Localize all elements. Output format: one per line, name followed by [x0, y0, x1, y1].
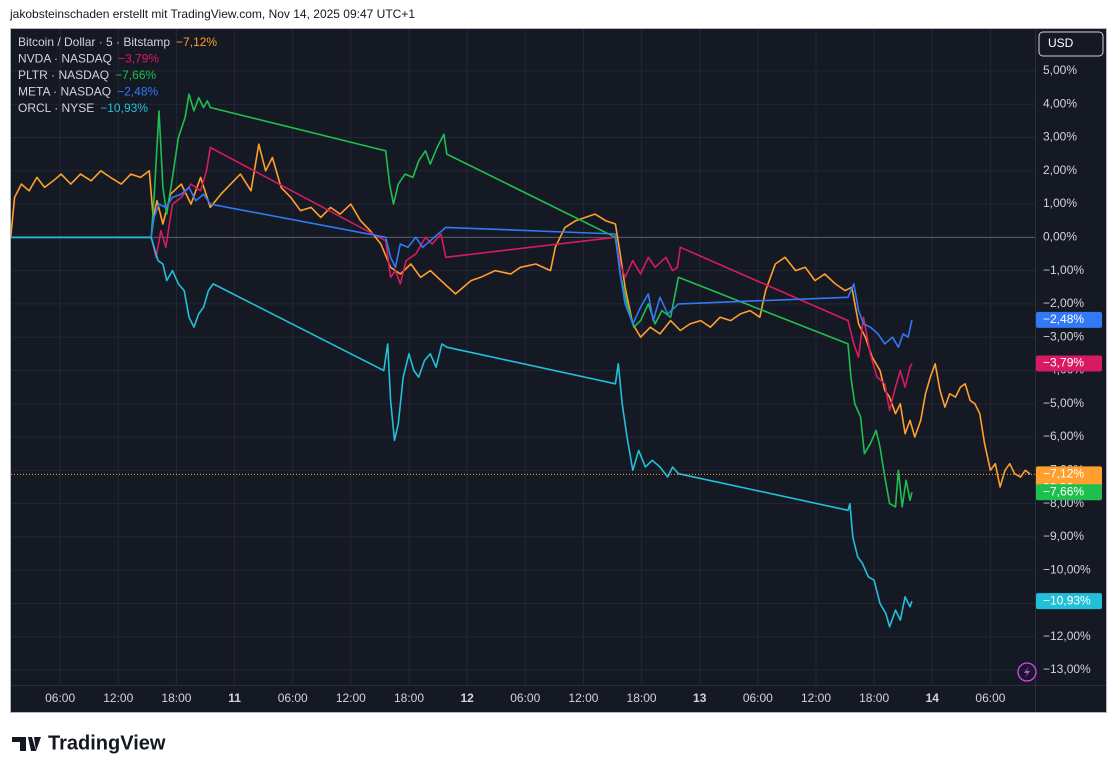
y-tick-label: 4,00% [1043, 96, 1077, 110]
x-tick-label: 12:00 [103, 691, 133, 705]
x-tick-label: 06:00 [45, 691, 75, 705]
y-tick-label: −6,00% [1043, 429, 1084, 443]
last-value-box [1036, 355, 1102, 372]
x-tick-label: 18:00 [394, 691, 424, 705]
currency-label[interactable]: USD [1048, 36, 1074, 50]
y-tick-label: −9,00% [1043, 529, 1084, 543]
x-tick-label: 06:00 [510, 691, 540, 705]
last-value-label: −3,79% [1043, 356, 1084, 370]
x-tick-label: 18:00 [859, 691, 889, 705]
legend-name: NVDA · NASDAQ [18, 52, 112, 66]
last-value-box [1036, 311, 1102, 328]
legend-name: META · NASDAQ [18, 85, 111, 99]
x-tick-label: 06:00 [278, 691, 308, 705]
legend-entry: META · NASDAQ −2,48% [18, 85, 158, 99]
legend-entry: NVDA · NASDAQ −3,79% [18, 52, 159, 66]
series-line [11, 236, 913, 628]
legend-entry: PLTR · NASDAQ −7,66% [18, 68, 156, 82]
legend-value: −7,12% [176, 35, 217, 49]
last-value-box [1036, 484, 1102, 501]
x-tick-label: 12:00 [801, 691, 831, 705]
y-tick-label: 1,00% [1043, 196, 1077, 210]
legend-value: −2,48% [117, 85, 158, 99]
lightning-glyph [1024, 666, 1030, 678]
last-value-label: −7,12% [1043, 466, 1084, 480]
x-tick-label: 12:00 [568, 691, 598, 705]
y-tick-label: 0,00% [1043, 230, 1077, 244]
series-line [11, 146, 913, 412]
x-tick-label: 13 [693, 691, 707, 705]
y-tick-label: 3,00% [1043, 130, 1077, 144]
series-line [11, 143, 1031, 488]
x-tick-label: 06:00 [743, 691, 773, 705]
y-tick-label: −2,00% [1043, 296, 1084, 310]
legend-value: −10,93% [100, 101, 148, 115]
y-tick-label: 5,00% [1043, 63, 1077, 77]
legend-value: −7,66% [115, 68, 156, 82]
lightning-icon[interactable] [1017, 662, 1037, 682]
last-value-label: −7,66% [1043, 484, 1084, 498]
legend-entry: ORCL · NYSE −10,93% [18, 101, 148, 115]
y-tick-label: −13,00% [1043, 662, 1091, 676]
y-tick-label: −1,00% [1043, 263, 1084, 277]
last-value-box [1036, 593, 1102, 610]
x-tick-label: 18:00 [627, 691, 657, 705]
header: jakobsteinschaden erstellt mit TradingVi… [9, 7, 415, 21]
legend-name: ORCL · NYSE [18, 101, 94, 115]
x-tick-label: 06:00 [975, 691, 1005, 705]
x-tick-label: 18:00 [161, 691, 191, 705]
legend-name: Bitcoin / Dollar · 5 · Bitstamp [18, 35, 170, 49]
legend-entry: Bitcoin / Dollar · 5 · Bitstamp −7,12% [18, 35, 217, 49]
series-line [11, 186, 913, 348]
logo-mark [12, 737, 41, 751]
logo-text: TradingView [48, 732, 166, 754]
legend-name: PLTR · NASDAQ [18, 68, 109, 82]
y-tick-label: −5,00% [1043, 396, 1084, 410]
y-tick-label: −10,00% [1043, 562, 1091, 576]
last-value-label: −10,93% [1043, 593, 1091, 607]
currency-button[interactable] [1038, 31, 1104, 57]
plot [11, 93, 1035, 628]
axis-labels: 5,00% 4,00% 3,00% 2,00% 1,00% 0,00% −1,00% −2,0… [45, 63, 1091, 705]
last-value-label: −2,48% [1043, 312, 1084, 326]
grid [11, 29, 1035, 685]
x-tick-label: 12 [460, 691, 474, 705]
legend-value: −3,79% [118, 52, 159, 66]
x-tick-label: 11 [228, 691, 241, 705]
x-tick-label: 14 [926, 691, 940, 705]
y-tick-label: 2,00% [1043, 163, 1077, 177]
y-tick-label: −12,00% [1043, 629, 1091, 643]
series-line [11, 93, 913, 508]
y-tick-label: −3,00% [1043, 329, 1084, 343]
x-tick-label: 12:00 [336, 691, 366, 705]
